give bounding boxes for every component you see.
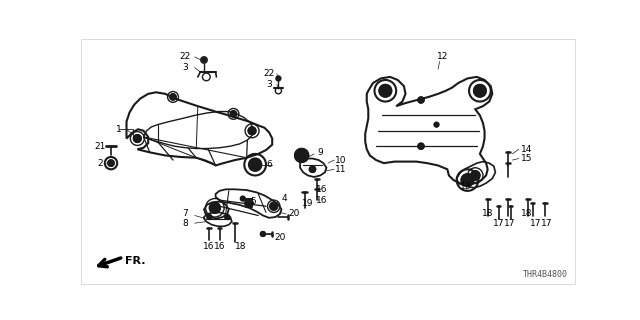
Circle shape <box>418 143 424 149</box>
Text: 4: 4 <box>282 194 287 203</box>
Circle shape <box>418 97 424 103</box>
Circle shape <box>249 158 261 171</box>
Text: 16: 16 <box>214 242 225 251</box>
Circle shape <box>202 59 205 61</box>
Text: 21: 21 <box>95 142 106 151</box>
Text: 17: 17 <box>541 219 552 228</box>
Circle shape <box>277 77 280 80</box>
Circle shape <box>277 77 280 80</box>
Circle shape <box>108 160 114 166</box>
Text: THR4B4800: THR4B4800 <box>524 270 568 279</box>
Circle shape <box>209 203 220 213</box>
Circle shape <box>260 232 265 236</box>
Circle shape <box>248 127 256 135</box>
Text: 3: 3 <box>266 80 272 89</box>
Circle shape <box>202 59 205 61</box>
Text: 14: 14 <box>521 145 532 154</box>
Text: 8: 8 <box>182 219 188 228</box>
Circle shape <box>246 201 252 205</box>
Circle shape <box>225 215 230 219</box>
Circle shape <box>470 171 480 180</box>
Text: 7: 7 <box>182 210 188 219</box>
Circle shape <box>309 166 316 172</box>
Text: 10: 10 <box>335 156 346 164</box>
Circle shape <box>294 148 308 162</box>
Circle shape <box>248 127 256 135</box>
Text: 17: 17 <box>504 219 515 228</box>
Text: FR.: FR. <box>125 256 145 266</box>
Text: 17: 17 <box>493 219 504 228</box>
Circle shape <box>418 97 424 103</box>
Text: 6: 6 <box>266 160 272 169</box>
Circle shape <box>207 215 212 219</box>
Text: 5: 5 <box>251 197 257 206</box>
Circle shape <box>134 135 141 142</box>
Text: 18: 18 <box>482 210 493 219</box>
Circle shape <box>108 160 114 166</box>
Circle shape <box>461 174 474 186</box>
Circle shape <box>474 84 486 97</box>
Circle shape <box>379 84 392 97</box>
Circle shape <box>260 232 265 236</box>
Text: 16: 16 <box>203 242 214 251</box>
Circle shape <box>249 158 261 171</box>
Circle shape <box>225 215 230 219</box>
Circle shape <box>294 148 308 162</box>
Text: 20: 20 <box>275 233 285 242</box>
Circle shape <box>246 201 252 205</box>
Circle shape <box>209 203 220 213</box>
Circle shape <box>461 174 474 186</box>
Circle shape <box>309 166 316 172</box>
Text: 9: 9 <box>317 148 323 157</box>
Text: 11: 11 <box>335 165 346 174</box>
Text: 12: 12 <box>437 52 449 61</box>
Text: 16: 16 <box>316 185 328 194</box>
Circle shape <box>230 111 237 117</box>
Circle shape <box>418 143 424 149</box>
Text: 3: 3 <box>182 63 188 72</box>
Circle shape <box>434 122 439 127</box>
Text: 17: 17 <box>530 219 541 228</box>
Text: 20: 20 <box>288 210 300 219</box>
Circle shape <box>170 94 176 100</box>
Circle shape <box>379 84 392 97</box>
Circle shape <box>474 84 486 97</box>
Text: 16: 16 <box>316 196 328 204</box>
Text: 2: 2 <box>97 159 103 168</box>
Text: 15: 15 <box>521 154 532 163</box>
Circle shape <box>270 203 278 210</box>
Circle shape <box>470 171 480 180</box>
Circle shape <box>170 94 176 100</box>
Circle shape <box>434 122 439 127</box>
Text: 18: 18 <box>521 210 532 219</box>
Text: 13: 13 <box>460 182 472 191</box>
Circle shape <box>134 135 141 142</box>
Circle shape <box>207 215 212 219</box>
Text: 1: 1 <box>116 125 122 134</box>
Circle shape <box>241 196 245 201</box>
Text: 19: 19 <box>302 199 314 208</box>
Text: 22: 22 <box>180 52 191 61</box>
Circle shape <box>270 203 278 210</box>
Circle shape <box>241 196 245 201</box>
Text: 22: 22 <box>264 69 275 78</box>
Circle shape <box>230 111 237 117</box>
Text: 18: 18 <box>236 242 247 251</box>
